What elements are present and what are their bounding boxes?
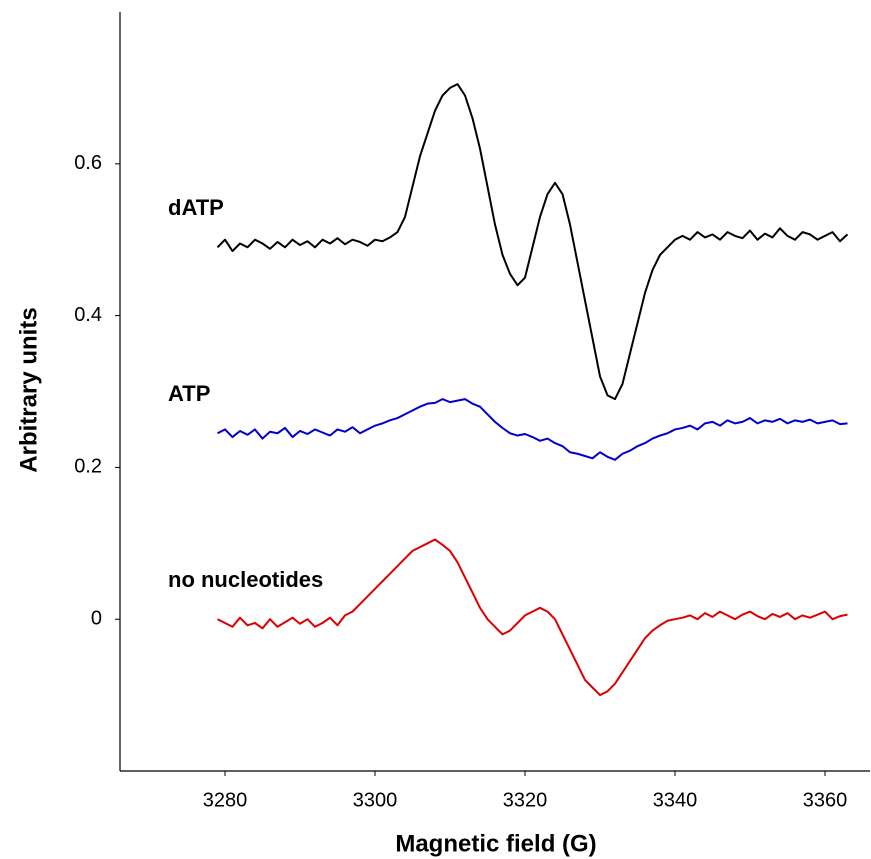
x-tick-label: 3340 xyxy=(653,789,698,811)
series-label: ATP xyxy=(168,381,210,406)
series-line xyxy=(216,83,849,401)
x-tick-label: 3280 xyxy=(203,789,248,811)
series-label: no nucleotides xyxy=(168,567,323,592)
y-tick-label: 0.4 xyxy=(74,304,102,326)
x-tick-label: 3320 xyxy=(503,789,548,811)
y-tick-label: 0 xyxy=(91,607,102,629)
x-tick-label: 3300 xyxy=(353,789,398,811)
series-line xyxy=(217,538,848,697)
x-axis-title: Magnetic field (G) xyxy=(395,830,596,857)
series-line xyxy=(217,398,848,461)
y-tick-label: 0.6 xyxy=(74,152,102,174)
x-tick-label: 3360 xyxy=(803,789,848,811)
y-tick-label: 0.2 xyxy=(74,456,102,478)
y-axis-title: Arbitrary units xyxy=(15,307,42,472)
series-label: dATP xyxy=(168,195,224,220)
